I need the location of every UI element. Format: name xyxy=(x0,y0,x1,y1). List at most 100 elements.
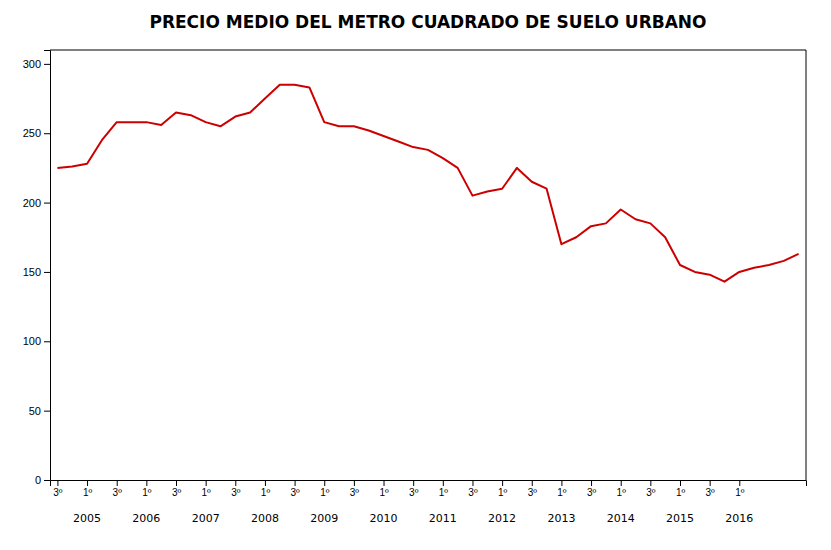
x-tick-label: 1º xyxy=(735,487,745,498)
x-tick: 1º xyxy=(261,480,271,498)
x-axis-line xyxy=(51,481,807,487)
x-tick-label: 1º xyxy=(676,487,686,498)
x-tick: 1º xyxy=(557,480,567,498)
x-tick-mark xyxy=(354,480,355,486)
x-tick: 3º xyxy=(706,480,716,498)
y-tick-mark xyxy=(44,341,50,342)
x-tick-label: 3º xyxy=(646,487,656,498)
x-tick-label: 1º xyxy=(439,487,449,498)
x-tick-label: 3º xyxy=(587,487,597,498)
x-tick: 1º xyxy=(735,480,745,498)
x-tick-mark xyxy=(739,480,740,486)
x-tick-mark xyxy=(710,480,711,486)
x-tick-label: 3º xyxy=(468,487,478,498)
frame-top xyxy=(50,50,806,51)
x-axis: 3º 1º 3º 1º 3º 1º 3º 1º 3º 1º 3º 1º 3º 1º 3º 1º 3º 1º 3º 1º… xyxy=(51,480,807,498)
x-tick-mark xyxy=(265,480,266,486)
x-tick-label: 3º xyxy=(53,487,63,498)
year-label: 2012 xyxy=(488,512,516,525)
x-tick: 3º xyxy=(587,480,597,498)
x-tick-mark xyxy=(235,480,236,486)
y-tick: 300 xyxy=(23,58,50,70)
marks xyxy=(57,85,798,282)
x-tick-mark xyxy=(324,480,325,486)
y-tick-label: 200 xyxy=(23,197,41,209)
x-tick-mark xyxy=(532,480,533,486)
y-tick-label: 150 xyxy=(23,266,41,278)
year-label: 2013 xyxy=(547,512,575,525)
y-tick-label: 250 xyxy=(23,127,41,139)
x-tick-mark xyxy=(591,480,592,486)
x-tick: 3º xyxy=(468,480,478,498)
x-tick-label: 3º xyxy=(350,487,360,498)
x-tick: 1º xyxy=(617,480,627,498)
x-tick-label: 1º xyxy=(379,487,389,498)
x-tick-label: 3º xyxy=(409,487,419,498)
x-tick: 1º xyxy=(83,480,93,498)
x-tick-mark xyxy=(384,480,385,486)
x-tick-label: 1º xyxy=(320,487,330,498)
x-tick: 1º xyxy=(498,480,508,498)
y-tick: 0 xyxy=(35,474,50,486)
year-label: 2006 xyxy=(132,512,160,525)
x-tick-mark xyxy=(146,480,147,486)
annotations: 2005200620072008200920102011201220132014… xyxy=(73,512,753,525)
x-tick: 1º xyxy=(676,480,686,498)
x-tick-mark xyxy=(472,480,473,486)
x-tick-label: 1º xyxy=(617,487,627,498)
x-tick: 3º xyxy=(113,480,123,498)
year-label: 2008 xyxy=(251,512,279,525)
year-label: 2016 xyxy=(725,512,753,525)
y-axis-line xyxy=(44,51,51,481)
x-tick-label: 1º xyxy=(83,487,93,498)
x-tick-label: 3º xyxy=(706,487,716,498)
x-tick: 3º xyxy=(53,480,63,498)
x-tick: 3º xyxy=(646,480,656,498)
chart: PRECIO MEDIO DEL METRO CUADRADO DE SUELO… xyxy=(0,0,831,550)
y-tick-mark xyxy=(44,480,50,481)
year-label: 2011 xyxy=(429,512,457,525)
x-tick: 3º xyxy=(231,480,241,498)
x-tick-mark xyxy=(443,480,444,486)
y-tick-mark xyxy=(44,64,50,65)
x-tick: 1º xyxy=(320,480,330,498)
x-tick: 3º xyxy=(172,480,182,498)
y-tick: 100 xyxy=(23,335,50,347)
frame-right xyxy=(806,50,807,480)
x-tick-mark xyxy=(57,480,58,486)
x-tick: 3º xyxy=(528,480,538,498)
year-label: 2015 xyxy=(666,512,694,525)
title: PRECIO MEDIO DEL METRO CUADRADO DE SUELO… xyxy=(149,12,706,32)
x-tick-label: 3º xyxy=(290,487,300,498)
year-label: 2010 xyxy=(370,512,398,525)
x-tick: 1º xyxy=(439,480,449,498)
y-tick: 150 xyxy=(23,266,50,278)
line xyxy=(57,85,798,282)
x-tick-label: 1º xyxy=(498,487,508,498)
y-axis: 0 50 100 150 200 250 300 xyxy=(23,51,51,487)
x-tick: 3º xyxy=(409,480,419,498)
x-tick-mark xyxy=(502,480,503,486)
x-tick-label: 1º xyxy=(142,487,152,498)
x-tick-label: 1º xyxy=(557,487,567,498)
x-tick-label: 3º xyxy=(113,487,123,498)
x-tick-mark xyxy=(117,480,118,486)
y-tick-label: 50 xyxy=(29,405,41,417)
x-tick-mark xyxy=(87,480,88,486)
x-tick: 1º xyxy=(202,480,212,498)
x-tick: 1º xyxy=(379,480,389,498)
x-tick-mark xyxy=(176,480,177,486)
x-tick-label: 3º xyxy=(172,487,182,498)
x-tick: 3º xyxy=(350,480,360,498)
y-tick: 200 xyxy=(23,197,50,209)
y-tick: 250 xyxy=(23,127,50,139)
y-tick: 50 xyxy=(29,405,50,417)
y-tick-label: 100 xyxy=(23,335,41,347)
year-label: 2005 xyxy=(73,512,101,525)
x-tick: 3º xyxy=(290,480,300,498)
year-label: 2009 xyxy=(310,512,338,525)
y-tick-mark xyxy=(44,272,50,273)
x-tick-mark xyxy=(413,480,414,486)
x-tick-label: 3º xyxy=(231,487,241,498)
y-tick-mark xyxy=(44,203,50,204)
